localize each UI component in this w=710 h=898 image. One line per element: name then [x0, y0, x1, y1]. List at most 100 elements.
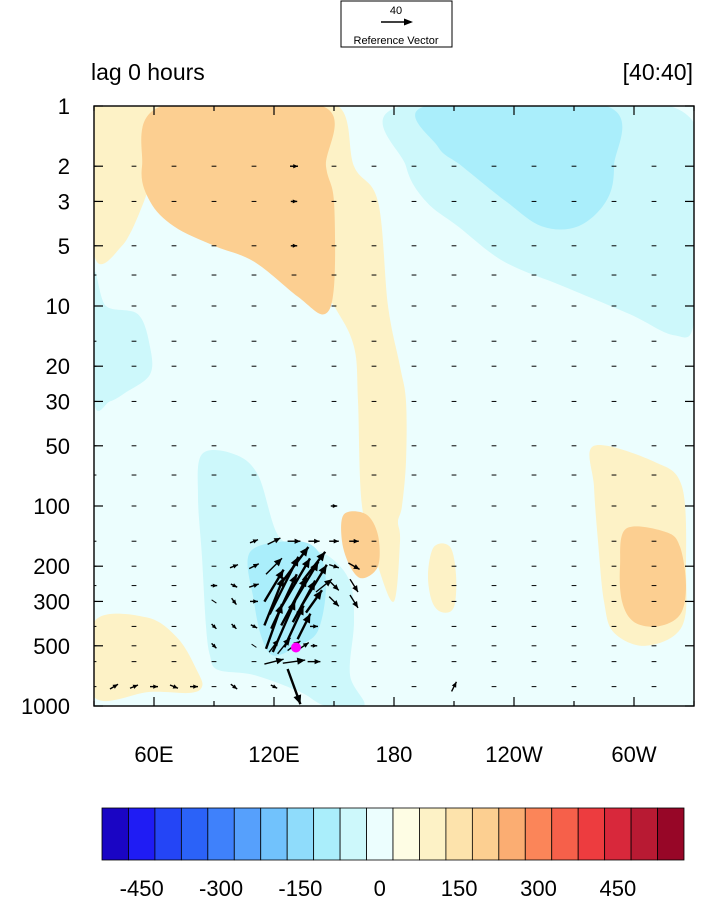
wind-vector	[328, 580, 340, 591]
colorbar: -450 -300 -150 0 150 300 450	[101, 807, 685, 898]
x-tick-label: 180	[376, 742, 413, 767]
x-axis: 60E 120E 180 120W 60W	[93, 106, 695, 767]
contour-region	[94, 613, 203, 701]
reference-vector-label: Reference Vector	[354, 35, 439, 47]
reference-vector-legend: 40 Reference Vector	[340, 0, 453, 48]
wind-vector	[248, 563, 260, 570]
wind-vector	[349, 594, 359, 609]
colorbar-box	[498, 807, 526, 861]
wind-vector	[211, 642, 217, 649]
wind-vector	[150, 684, 158, 689]
wind-vector	[277, 637, 291, 655]
wind-vector	[211, 599, 217, 604]
wind-vector	[210, 583, 218, 588]
colorbar-box	[233, 807, 262, 861]
wind-vector	[290, 199, 298, 204]
colorbar-box	[657, 807, 685, 861]
wind-vector	[270, 684, 278, 689]
plot-area: 60E 120E 180 120W 60W 1 2 3 5 10 20 30 50 100 200 300 5…	[21, 94, 695, 767]
y-tick-label: 1	[58, 94, 70, 119]
colorbar-box	[339, 807, 367, 861]
contour-region	[341, 511, 380, 579]
left-title: lag 0 hours	[91, 59, 205, 85]
y-tick-label: 20	[46, 354, 70, 379]
right-title: [40:40]	[623, 59, 693, 85]
x-tick-label: 120W	[485, 742, 543, 767]
wind-vector	[169, 684, 179, 689]
wind-vector	[251, 643, 257, 648]
wind-vector	[250, 599, 258, 604]
contour-region	[415, 106, 623, 230]
wind-vector	[290, 243, 298, 248]
marker-dot	[291, 642, 301, 653]
y-tick-label: 30	[46, 389, 70, 414]
wind-vector	[328, 596, 340, 607]
colorbar-tick-label: 150	[441, 876, 478, 898]
colorbar-box	[313, 807, 341, 861]
reference-vector-arrow	[381, 18, 413, 26]
contour-region	[427, 543, 457, 613]
colorbar-box	[419, 807, 447, 861]
wind-vector	[264, 603, 284, 650]
x-tick-label: 60W	[611, 742, 656, 767]
wind-vector	[286, 668, 302, 705]
colorbar-tick-label: -150	[278, 876, 322, 898]
wind-vector	[229, 563, 239, 569]
wind-vector	[263, 568, 285, 603]
wind-vector	[231, 597, 237, 606]
wind-vector	[287, 538, 301, 544]
y-tick-label: 3	[58, 189, 70, 214]
y-tick-label: 1000	[21, 694, 70, 719]
wind-vector	[263, 576, 285, 626]
y-axis: 1 2 3 5 10 20 30 50 100 200 300 500 1000	[21, 94, 694, 719]
wind-vector	[230, 683, 238, 690]
colorbar-tick-label: 450	[600, 876, 637, 898]
colorbar-box	[286, 807, 315, 861]
wind-vector	[248, 583, 260, 588]
wind-vector	[349, 578, 359, 593]
colorbar-box	[392, 807, 420, 861]
x-tick-label: 120E	[248, 742, 299, 767]
colorbar-box	[471, 807, 500, 861]
wind-vector	[211, 623, 217, 630]
colorbar-box	[180, 807, 209, 861]
colorbar-box	[128, 807, 156, 861]
wind-vector	[349, 538, 359, 544]
wind-vector	[249, 538, 259, 544]
wind-vector	[268, 638, 280, 653]
colorbar-box	[524, 807, 553, 861]
colorbar-box	[260, 807, 288, 861]
colorbar-box	[366, 807, 394, 861]
y-tick-label: 500	[33, 634, 70, 659]
colorbar-tick-label: 300	[520, 876, 557, 898]
wind-vector	[330, 504, 338, 508]
y-tick-label: 200	[33, 554, 70, 579]
colorbar-box	[154, 807, 182, 861]
colorbar-box	[207, 807, 235, 861]
wind-vector	[348, 562, 360, 571]
wind-vector	[264, 657, 284, 665]
contour-region	[619, 526, 686, 627]
colorbar-box	[551, 807, 579, 861]
wind-vector	[328, 563, 340, 569]
colorbar-box	[630, 807, 658, 861]
wind-vector	[250, 624, 258, 629]
wind-vector	[268, 556, 300, 615]
wind-vector	[296, 613, 312, 640]
wind-vector	[310, 643, 318, 648]
wind-vector-layer	[94, 164, 657, 705]
wind-vector	[290, 164, 298, 169]
colorbar-box	[101, 807, 129, 861]
wind-vector	[190, 684, 198, 689]
wind-vector	[450, 681, 458, 692]
wind-vector	[231, 623, 237, 630]
wind-vector	[305, 589, 323, 614]
wind-vector	[310, 624, 318, 629]
wind-vector	[129, 684, 139, 689]
y-tick-label: 2	[58, 154, 70, 179]
wind-vector	[267, 537, 281, 546]
y-tick-label: 100	[33, 494, 70, 519]
wind-vector	[230, 583, 238, 588]
wind-vector	[308, 538, 320, 544]
colorbar-tick-label: -300	[199, 876, 243, 898]
